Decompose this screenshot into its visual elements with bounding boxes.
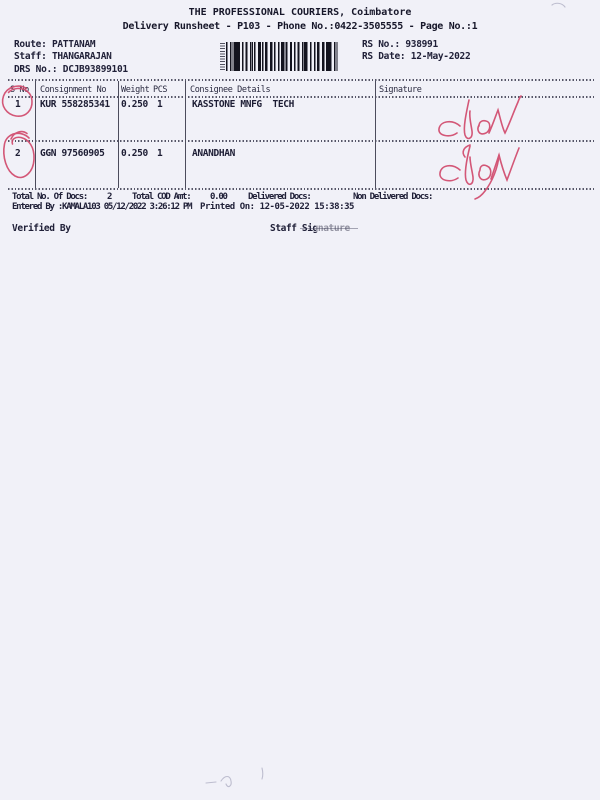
- route-value: PATTANAM: [51, 39, 96, 50]
- header-pcs: PCS: [153, 85, 168, 95]
- route-label: Route:: [14, 39, 47, 50]
- verified-by-label: Verified By: [12, 223, 71, 234]
- barcode: [226, 42, 338, 71]
- row2-weight: 0.250: [121, 148, 148, 159]
- entered-by-text: Entered By :KAMALA103 05/12/2022 3:26:12…: [12, 202, 193, 212]
- col-line-weight: [185, 81, 186, 188]
- staff-line: Staff: THANGARAJAN: [14, 51, 112, 62]
- col-line-consignee: [375, 81, 376, 188]
- company-title: THE PROFESSIONAL COURIERS, Coimbatore: [188, 7, 412, 18]
- row2-pcs: 1: [157, 148, 163, 159]
- header-consignment-no: Consignment No: [40, 85, 107, 95]
- barcode-side-text: [220, 43, 225, 70]
- divider-top: [8, 79, 595, 81]
- total-docs-value: 2: [107, 192, 112, 202]
- rs-no-value: 938991: [405, 39, 438, 50]
- row2-consignment-no: GGN 97560905: [40, 148, 105, 159]
- row1-consignment-no: KUR 558285341: [40, 99, 110, 110]
- rs-date-label: RS Date:: [362, 51, 406, 62]
- drs-line: DRS No.: DCJB93899101: [14, 64, 128, 75]
- row1-consignee: KASSTONE MNFG TECH: [192, 99, 295, 110]
- total-cod-value: 0.00: [210, 192, 228, 202]
- col-line-sno: [35, 81, 36, 188]
- rs-date-value: 12-May-2022: [410, 51, 471, 62]
- header-weight: Weight: [121, 85, 150, 95]
- rs-no-label: RS No.:: [362, 39, 400, 50]
- drs-label: DRS No.:: [14, 64, 58, 75]
- row2-s-no: 2: [15, 148, 21, 159]
- header-s-no: S No: [10, 85, 29, 95]
- drs-value: DCJB93899101: [62, 64, 128, 75]
- signature-scrawl-row2: [439, 144, 520, 200]
- scan-smudge-line: [300, 228, 358, 229]
- staff-label: Staff:: [14, 51, 47, 62]
- row1-pcs: 1: [157, 99, 163, 110]
- header-consignee-details: Consignee Details: [190, 85, 271, 95]
- divider-header-bottom: [8, 96, 595, 98]
- staff-value: THANGARAJAN: [51, 51, 112, 62]
- header-signature: Signature: [379, 85, 422, 95]
- printed-on-text: Printed On: 12-05-2022 15:38:35: [200, 202, 355, 212]
- delivered-docs-label: Delivered Docs:: [248, 192, 312, 202]
- divider-row1-bottom: [8, 140, 595, 142]
- row2-consignee: ANANDHAN: [192, 148, 235, 159]
- signature-scrawl-row1: [438, 95, 522, 140]
- total-docs-label: Total No. Of Docs:: [12, 192, 88, 202]
- col-line-consignment: [118, 81, 119, 188]
- non-delivered-docs-label: Non Delivered Docs:: [353, 192, 433, 202]
- total-cod-label: Total COD Amt:: [132, 192, 192, 202]
- rs-date-line: RS Date: 12-May-2022: [362, 51, 471, 62]
- scan-smudge: [316, 222, 362, 232]
- row1-weight: 0.250: [121, 99, 148, 110]
- scan-artifact: [205, 2, 566, 788]
- route-line: Route: PATTANAM: [14, 39, 96, 50]
- runsheet-subtitle: Delivery Runsheet - P103 - Phone No.:042…: [122, 21, 478, 32]
- row1-s-no: 1: [15, 99, 21, 110]
- rs-no-line: RS No.: 938991: [362, 39, 438, 50]
- divider-table-bottom: [8, 188, 595, 190]
